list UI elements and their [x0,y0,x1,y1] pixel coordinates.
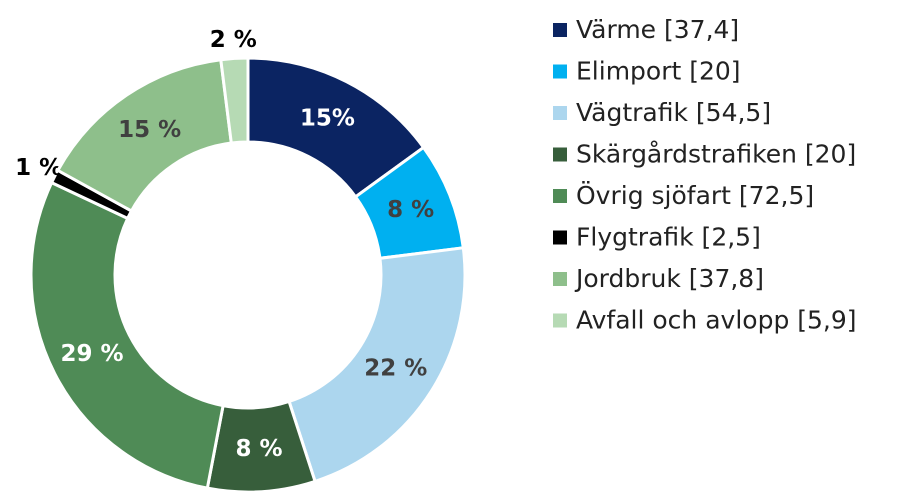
legend-swatch [553,272,567,286]
legend-swatch [553,106,567,120]
legend-swatch [553,64,567,79]
legend-swatch [553,23,567,37]
slice [219,56,250,145]
legend-label: Flygtrafik [2,5] [576,223,761,252]
data-label: 29 % [61,341,124,367]
data-label: 15% [300,106,355,132]
legend-label: Övrig sjöfart [72,5] [576,181,814,210]
legend-swatch [553,189,567,203]
slice [29,180,225,490]
legend-swatch [553,313,567,328]
legend-label: Avfall och avlopp [5,9] [576,306,857,335]
slice [287,246,467,484]
legend-label: Värme [37,4] [576,15,739,44]
legend-label: Jordbruk [37,8] [574,264,764,293]
data-label: 15 % [118,117,181,143]
data-label: 8 % [235,436,282,462]
data-label: 1 % [15,155,62,181]
legend-label: Elimport [20] [576,57,741,86]
legend-swatch [553,230,567,245]
data-label: 8 % [387,197,434,223]
data-label: 2 % [210,27,257,53]
legend-label: Skärgårdstrafiken [20] [576,140,856,169]
legend-swatch [553,147,567,162]
legend-label: Vägtrafik [54,5] [576,98,771,127]
data-label: 22 % [364,355,427,381]
